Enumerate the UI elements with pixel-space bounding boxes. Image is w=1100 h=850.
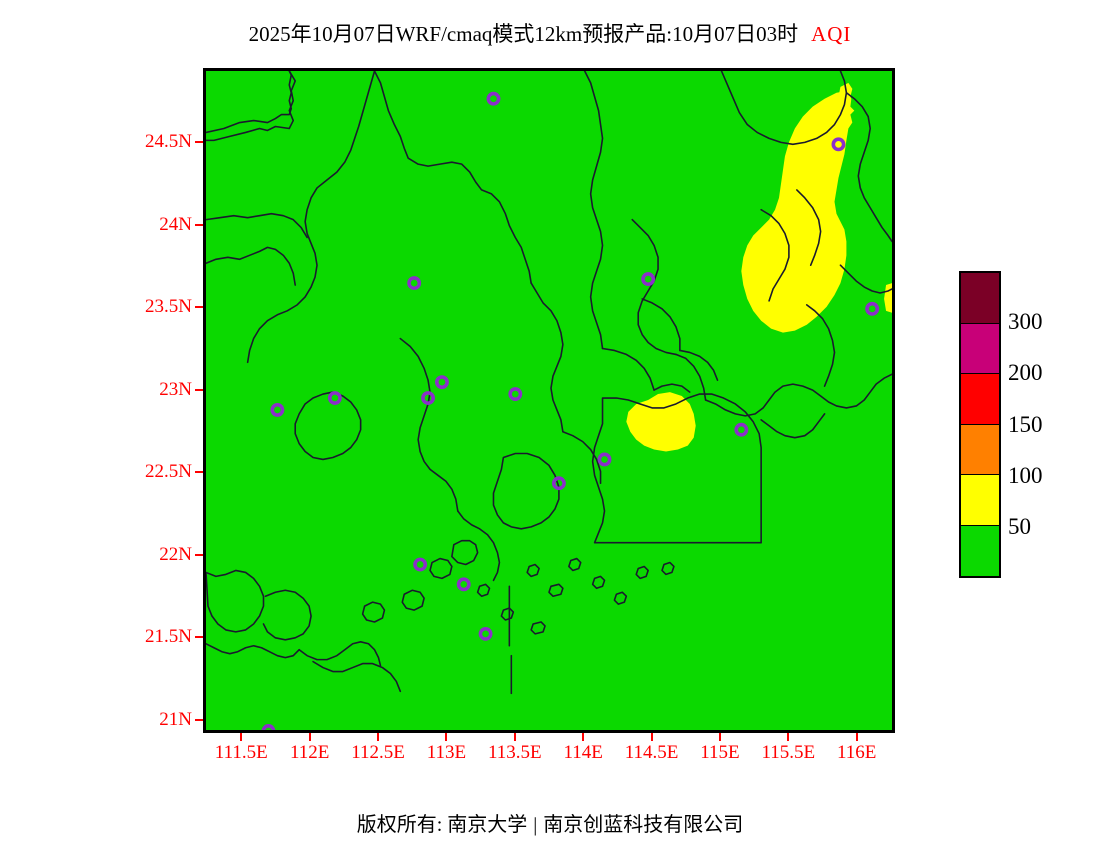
station-marker [261, 724, 276, 730]
y-axis-tick-mark [195, 141, 203, 144]
colorbar-tick-label: 100 [1008, 462, 1043, 488]
station-marker [597, 452, 612, 467]
colorbar-segment [961, 424, 999, 475]
y-axis-tick-label: 21.5N [145, 626, 192, 648]
station-marker [486, 91, 501, 106]
aqi-field-background [206, 71, 892, 730]
x-axis-tick-label: 112E [289, 742, 330, 763]
station-marker [508, 387, 523, 401]
x-axis-tick-mark [787, 733, 790, 741]
x-axis-tick-mark [308, 733, 311, 741]
footer-separator: | [533, 814, 538, 836]
y-axis-tick-label: 24N [159, 213, 192, 235]
colorbar-segment [961, 323, 999, 374]
colorbar-segment [961, 525, 999, 576]
x-axis-tick-mark [377, 733, 380, 741]
station-marker [434, 375, 449, 390]
colorbar-tick-label: 300 [1008, 309, 1043, 335]
station-marker [831, 137, 846, 152]
y-axis-tick-label: 22N [159, 543, 192, 565]
x-axis-tick-mark [718, 733, 721, 741]
y-axis-tick-mark [195, 553, 203, 556]
y-axis-tick-mark [195, 718, 203, 721]
y-axis-tick-mark [195, 388, 203, 391]
y-axis-tick-mark [195, 636, 203, 639]
y-axis-tick-label: 21N [159, 708, 192, 730]
aqi-patch-northeast-notch [838, 82, 853, 101]
colorbar [959, 271, 1001, 578]
map-boundaries [206, 71, 892, 695]
colorbar-tick-label: 50 [1008, 513, 1031, 539]
footer-copyright: 版权所有: 南京大学 | 南京创蓝科技有限公司 [0, 808, 1100, 837]
x-axis-tick-label: 114E [563, 742, 603, 763]
station-markers [261, 91, 880, 730]
colorbar-tick-label: 150 [1008, 411, 1043, 437]
map-plot-area [203, 68, 895, 733]
x-axis-tick-mark [445, 733, 448, 741]
colorbar-segment [961, 273, 999, 324]
x-axis-tick-mark [582, 733, 585, 741]
footer-copyright-text: 版权所有: 南京大学 [356, 814, 528, 836]
station-marker [407, 276, 422, 291]
x-axis-tick-mark [650, 733, 653, 741]
station-marker [413, 557, 428, 572]
x-axis-tick-label: 113.5E [487, 742, 542, 763]
station-marker [478, 626, 493, 641]
x-axis-tick-label: 114.5E [624, 742, 679, 763]
station-marker [641, 272, 656, 287]
y-axis-tick-label: 22.5N [145, 461, 192, 483]
station-marker [327, 391, 342, 405]
title-variable-text: AQI [811, 22, 852, 46]
chart-title: 2025年10月07日WRF/cmaq模式12km预报产品:10月07日03时 A… [0, 18, 1100, 48]
x-axis-tick-label: 112.5E [351, 742, 405, 763]
station-marker [734, 422, 749, 437]
station-marker [270, 402, 285, 417]
x-axis-tick-label: 115E [700, 742, 740, 763]
colorbar-tick-label: 200 [1008, 360, 1043, 386]
title-main-text: 2025年10月07日WRF/cmaq模式12km预报产品:10月07日03时 [248, 22, 799, 46]
y-axis-tick-mark [195, 471, 203, 474]
footer-company-text: 南京创蓝科技有限公司 [543, 814, 744, 836]
map-svg [206, 71, 892, 730]
y-axis-tick-label: 24.5N [145, 131, 192, 153]
x-axis-tick-mark [855, 733, 858, 741]
aqi-patch-shanwei [626, 392, 696, 452]
station-marker [865, 301, 880, 316]
station-marker [551, 476, 566, 491]
x-axis-tick-mark [513, 733, 516, 741]
x-axis-tick-label: 113E [426, 742, 467, 763]
colorbar-segment [961, 475, 999, 526]
station-marker [421, 391, 435, 405]
y-axis-tick-label: 23.5N [145, 296, 192, 318]
x-axis-tick-label: 116E [837, 742, 877, 763]
y-axis-tick-mark [195, 306, 203, 309]
y-axis-tick-label: 23N [159, 378, 192, 400]
y-axis-tick-mark [195, 223, 203, 226]
colorbar-segment [961, 374, 999, 425]
x-axis-tick-label: 111.5E [214, 742, 268, 763]
aqi-patch-northeast [741, 90, 855, 333]
x-axis-tick-mark [240, 733, 243, 741]
x-axis-tick-label: 115.5E [761, 742, 816, 763]
station-marker [456, 577, 471, 592]
aqi-yellow-patches [626, 82, 892, 452]
